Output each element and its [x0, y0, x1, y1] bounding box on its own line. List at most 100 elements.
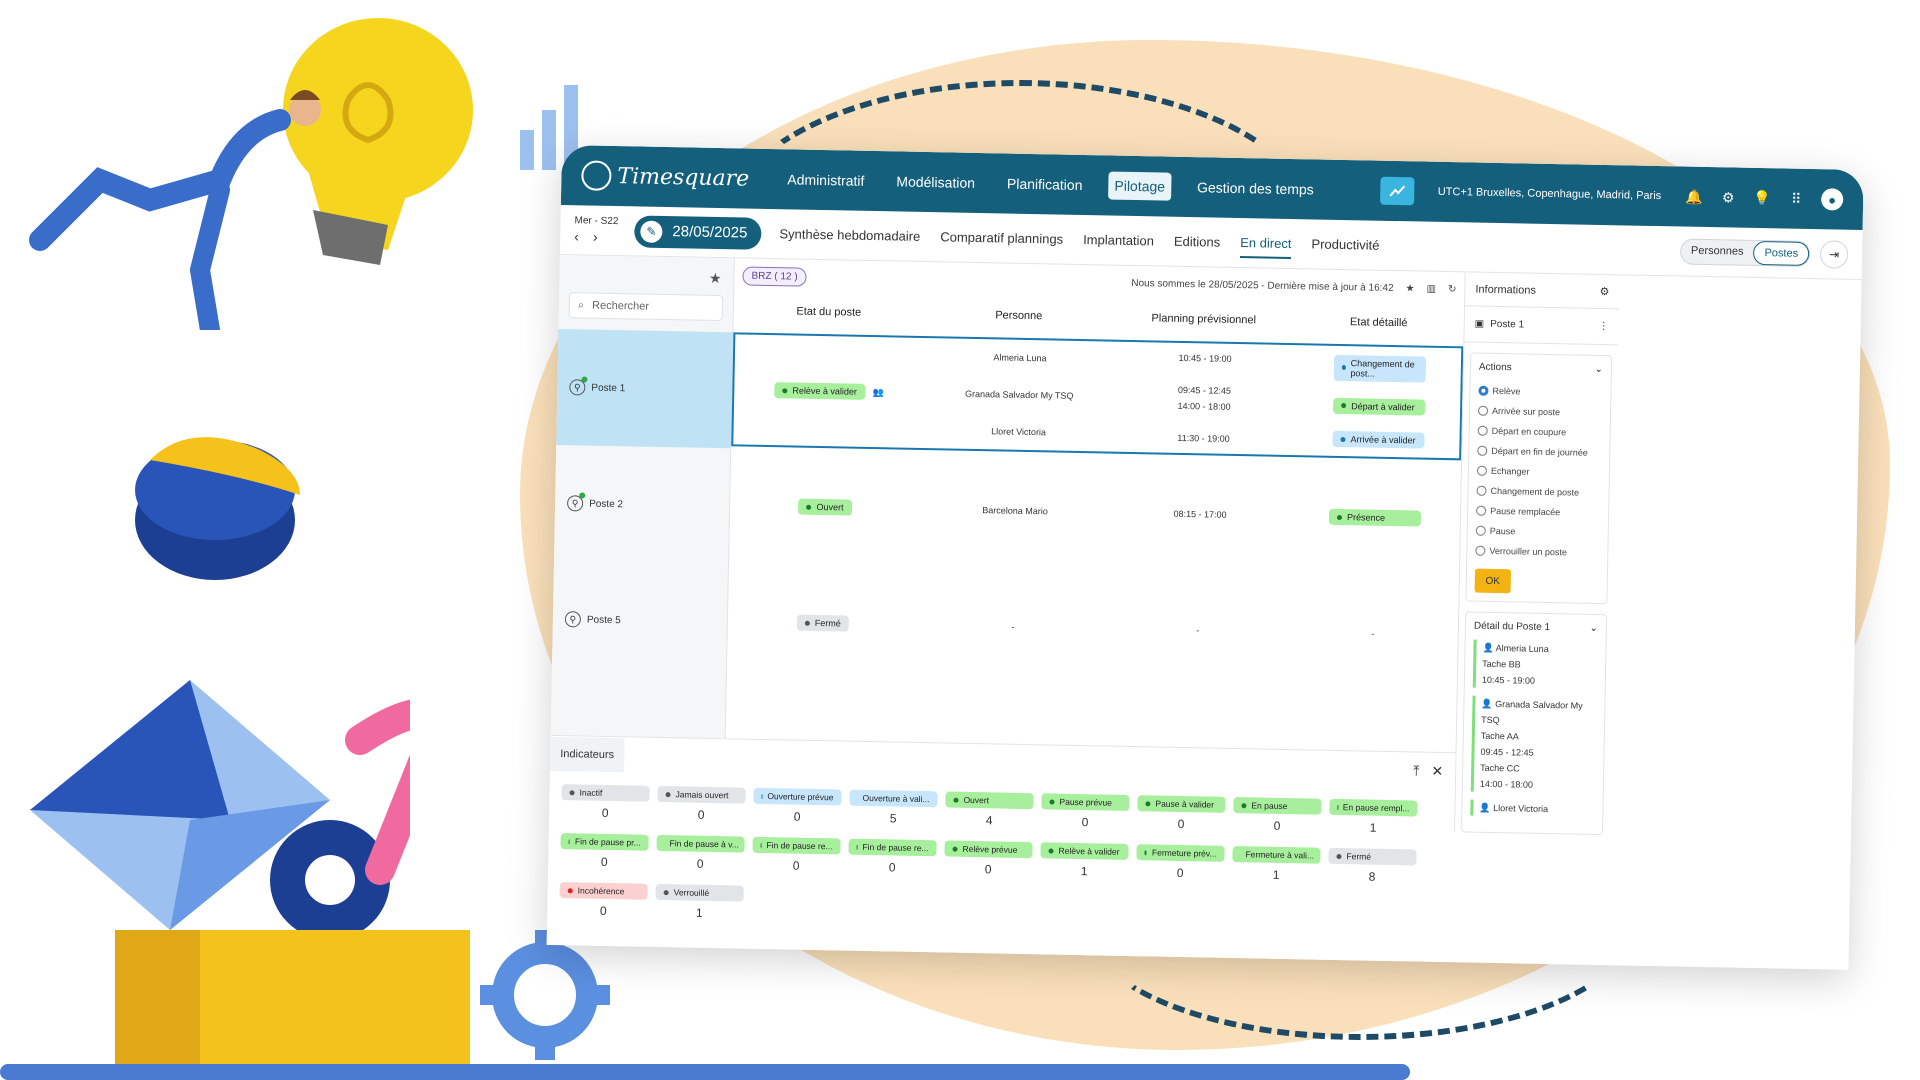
radio-button[interactable] — [1476, 505, 1487, 516]
indicator[interactable]: Fin de pause à v... 0 — [654, 834, 747, 872]
more-options-icon[interactable]: ⋮ — [1598, 320, 1609, 333]
tab-1[interactable]: Comparatif plannings — [940, 229, 1064, 247]
indicator[interactable]: Jamais ouvert 0 — [655, 785, 748, 823]
timezone-label[interactable]: UTC+1 Bruxelles, Copenhague, Madrid, Par… — [1437, 185, 1662, 203]
sidebar-item-poste-2[interactable]: ⚲ Poste 2 — [554, 445, 731, 564]
state-badge[interactable]: Fermé — [796, 614, 850, 632]
menu-item-0[interactable]: Administratif — [787, 171, 865, 189]
tab-4[interactable]: En direct — [1239, 235, 1292, 260]
previous-week-icon[interactable]: ‹ — [574, 228, 580, 245]
indicator[interactable]: Pause prévue 0 — [1039, 793, 1132, 830]
action-option[interactable]: Echanger — [1476, 461, 1601, 483]
favorite-star-icon[interactable]: ★ — [708, 269, 722, 287]
indicator[interactable]: Fin de pause re... 0 — [750, 836, 843, 874]
indicator[interactable]: Fin de pause re... 0 — [846, 838, 939, 876]
indicator[interactable]: Fermeture à vali... 1 — [1230, 846, 1323, 883]
indicator[interactable]: Inactif 0 — [559, 784, 652, 821]
table-row[interactable]: Fermé - - - — [727, 564, 1459, 692]
person-name[interactable]: Lloret Victoria — [991, 425, 1047, 437]
people-icon[interactable]: 👥 — [872, 386, 885, 397]
indicator[interactable]: Incohérence 0 — [557, 882, 650, 919]
person-name[interactable]: - — [1011, 621, 1015, 632]
menu-item-4[interactable]: Gestion des temps — [1196, 179, 1314, 198]
indicator[interactable]: En pause rempl... 1 — [1327, 798, 1420, 836]
action-option[interactable]: Départ en coupure — [1477, 421, 1601, 443]
ok-button[interactable]: OK — [1474, 568, 1512, 594]
close-icon[interactable]: ✕ — [1431, 762, 1444, 779]
columns-icon[interactable]: ▥ — [1426, 283, 1437, 295]
trend-icon[interactable] — [1379, 176, 1415, 206]
detail-state-badge[interactable]: Arrivée à valider — [1332, 431, 1425, 449]
table-row[interactable]: Relève à valider 👥 Almeria Luna Granada Sal… — [731, 332, 1464, 461]
next-week-icon[interactable]: › — [592, 228, 598, 245]
indicator[interactable]: Relève à valider 1 — [1038, 842, 1131, 879]
action-option[interactable]: Arrivée sur poste — [1477, 401, 1602, 423]
radio-button[interactable] — [1477, 405, 1489, 416]
menu-item-2[interactable]: Planification — [1006, 175, 1083, 193]
indicator[interactable]: Ouverture prévue 0 — [751, 787, 844, 825]
radio-button[interactable] — [1475, 545, 1486, 556]
star-icon[interactable]: ★ — [1405, 282, 1415, 294]
logo[interactable]: Timesquare — [581, 160, 782, 194]
indicator[interactable]: Fermeture prév... 0 — [1134, 844, 1227, 881]
expand-icon[interactable]: ⤒ — [1413, 761, 1420, 779]
person-name[interactable]: Granada Salvador My TSQ — [964, 388, 1074, 401]
action-option[interactable]: Relève — [1478, 381, 1602, 403]
action-option[interactable]: Verrouiller un poste — [1475, 541, 1599, 563]
indicator[interactable]: Fermé 8 — [1326, 847, 1419, 885]
tab-2[interactable]: Implantation — [1083, 232, 1155, 249]
user-icon[interactable]: ● — [1820, 188, 1844, 211]
detail-state-badge[interactable]: Présence — [1328, 508, 1422, 527]
settings-gear-icon[interactable]: ⚙ — [1599, 285, 1610, 299]
indicator[interactable]: Relève prévue 0 — [942, 840, 1035, 877]
tab-3[interactable]: Editions — [1173, 233, 1221, 250]
radio-button[interactable] — [1477, 445, 1488, 456]
search-input[interactable]: ⌕ Rechercher — [568, 292, 724, 322]
gear-icon[interactable]: ⚙ — [1721, 188, 1735, 206]
state-badge[interactable]: Ouvert — [798, 498, 852, 516]
radio-button[interactable] — [1475, 525, 1486, 536]
radio-button[interactable] — [1476, 485, 1487, 496]
state-badge[interactable]: Relève à valider — [774, 382, 866, 400]
detail-state-badge[interactable]: Départ à valider — [1332, 397, 1426, 416]
person-name[interactable]: Barcelona Mario — [982, 505, 1048, 517]
indicator[interactable]: Ouvert 4 — [943, 791, 1036, 828]
collapse-panel-icon[interactable]: ⇥ — [1819, 239, 1849, 269]
indicator[interactable]: Fin de pause pr... 0 — [558, 833, 651, 870]
indicator-label: Fermeture à vali... — [1232, 846, 1321, 864]
indicator-label: Ouverture prévue — [753, 787, 842, 806]
tab-5[interactable]: Productivité — [1311, 236, 1380, 253]
radio-button[interactable] — [1478, 385, 1489, 396]
toggle-option-0[interactable]: Personnes — [1690, 244, 1744, 258]
action-option[interactable]: Pause — [1475, 521, 1600, 543]
bulb-icon[interactable]: 💡 — [1753, 189, 1772, 206]
chevron-down-icon[interactable]: ⌄ — [1594, 363, 1603, 376]
detail-state-badge[interactable]: - — [1371, 628, 1375, 639]
apps-icon[interactable]: ⠿ — [1790, 190, 1802, 207]
tab-0[interactable]: Synthèse hebdomadaire — [779, 226, 921, 244]
action-option[interactable]: Pause remplacée — [1476, 501, 1600, 523]
indicator[interactable]: En pause 0 — [1231, 797, 1324, 834]
detail-state-badge[interactable]: Changement de post... — [1333, 354, 1427, 383]
action-option[interactable]: Changement de poste — [1476, 481, 1600, 503]
refresh-icon[interactable]: ↻ — [1447, 283, 1457, 295]
radio-button[interactable] — [1477, 425, 1488, 436]
menu-item-3[interactable]: Pilotage — [1108, 171, 1172, 201]
indicator[interactable]: Verrouillé 1 — [653, 883, 746, 921]
sidebar-item-poste-1[interactable]: ⚲ Poste 1 — [556, 328, 734, 449]
menu-item-1[interactable]: Modélisation — [896, 173, 976, 191]
table-row[interactable]: Ouvert Barcelona Mario 08:15 - 17:00 Présen… — [729, 448, 1461, 576]
radio-button[interactable] — [1476, 465, 1488, 476]
state-cell: Ouvert — [730, 497, 920, 517]
toggle-option-1[interactable]: Postes — [1753, 240, 1810, 266]
filter-chip[interactable]: BRZ ( 12 ) — [742, 265, 807, 287]
indicator[interactable]: Pause à valider 0 — [1135, 795, 1228, 832]
indicator[interactable]: Ouverture à vali... 5 — [847, 789, 940, 827]
action-option[interactable]: Départ en fin de journée — [1477, 441, 1601, 463]
selected-poste: ▣ Poste 1 ⋮ — [1464, 306, 1620, 346]
person-name[interactable]: Almeria Luna — [993, 352, 1047, 364]
sidebar-item-poste-5[interactable]: ⚲ Poste 5 — [552, 561, 729, 680]
date-picker-button[interactable]: ✎ 28/05/2025 — [634, 214, 762, 250]
chevron-down-icon[interactable]: ⌄ — [1589, 622, 1599, 634]
bell-icon[interactable]: 🔔 — [1685, 188, 1704, 205]
